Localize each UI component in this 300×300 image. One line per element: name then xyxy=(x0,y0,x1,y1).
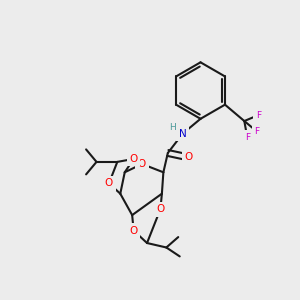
Text: O: O xyxy=(138,159,146,169)
Text: F: F xyxy=(256,111,261,120)
Text: O: O xyxy=(184,152,193,162)
Text: O: O xyxy=(156,204,164,214)
Text: O: O xyxy=(105,178,113,188)
Text: O: O xyxy=(130,226,138,236)
Text: N: N xyxy=(179,129,187,139)
Text: F: F xyxy=(245,133,250,142)
Text: O: O xyxy=(130,154,138,164)
Text: H: H xyxy=(169,123,176,132)
Text: F: F xyxy=(254,127,259,136)
